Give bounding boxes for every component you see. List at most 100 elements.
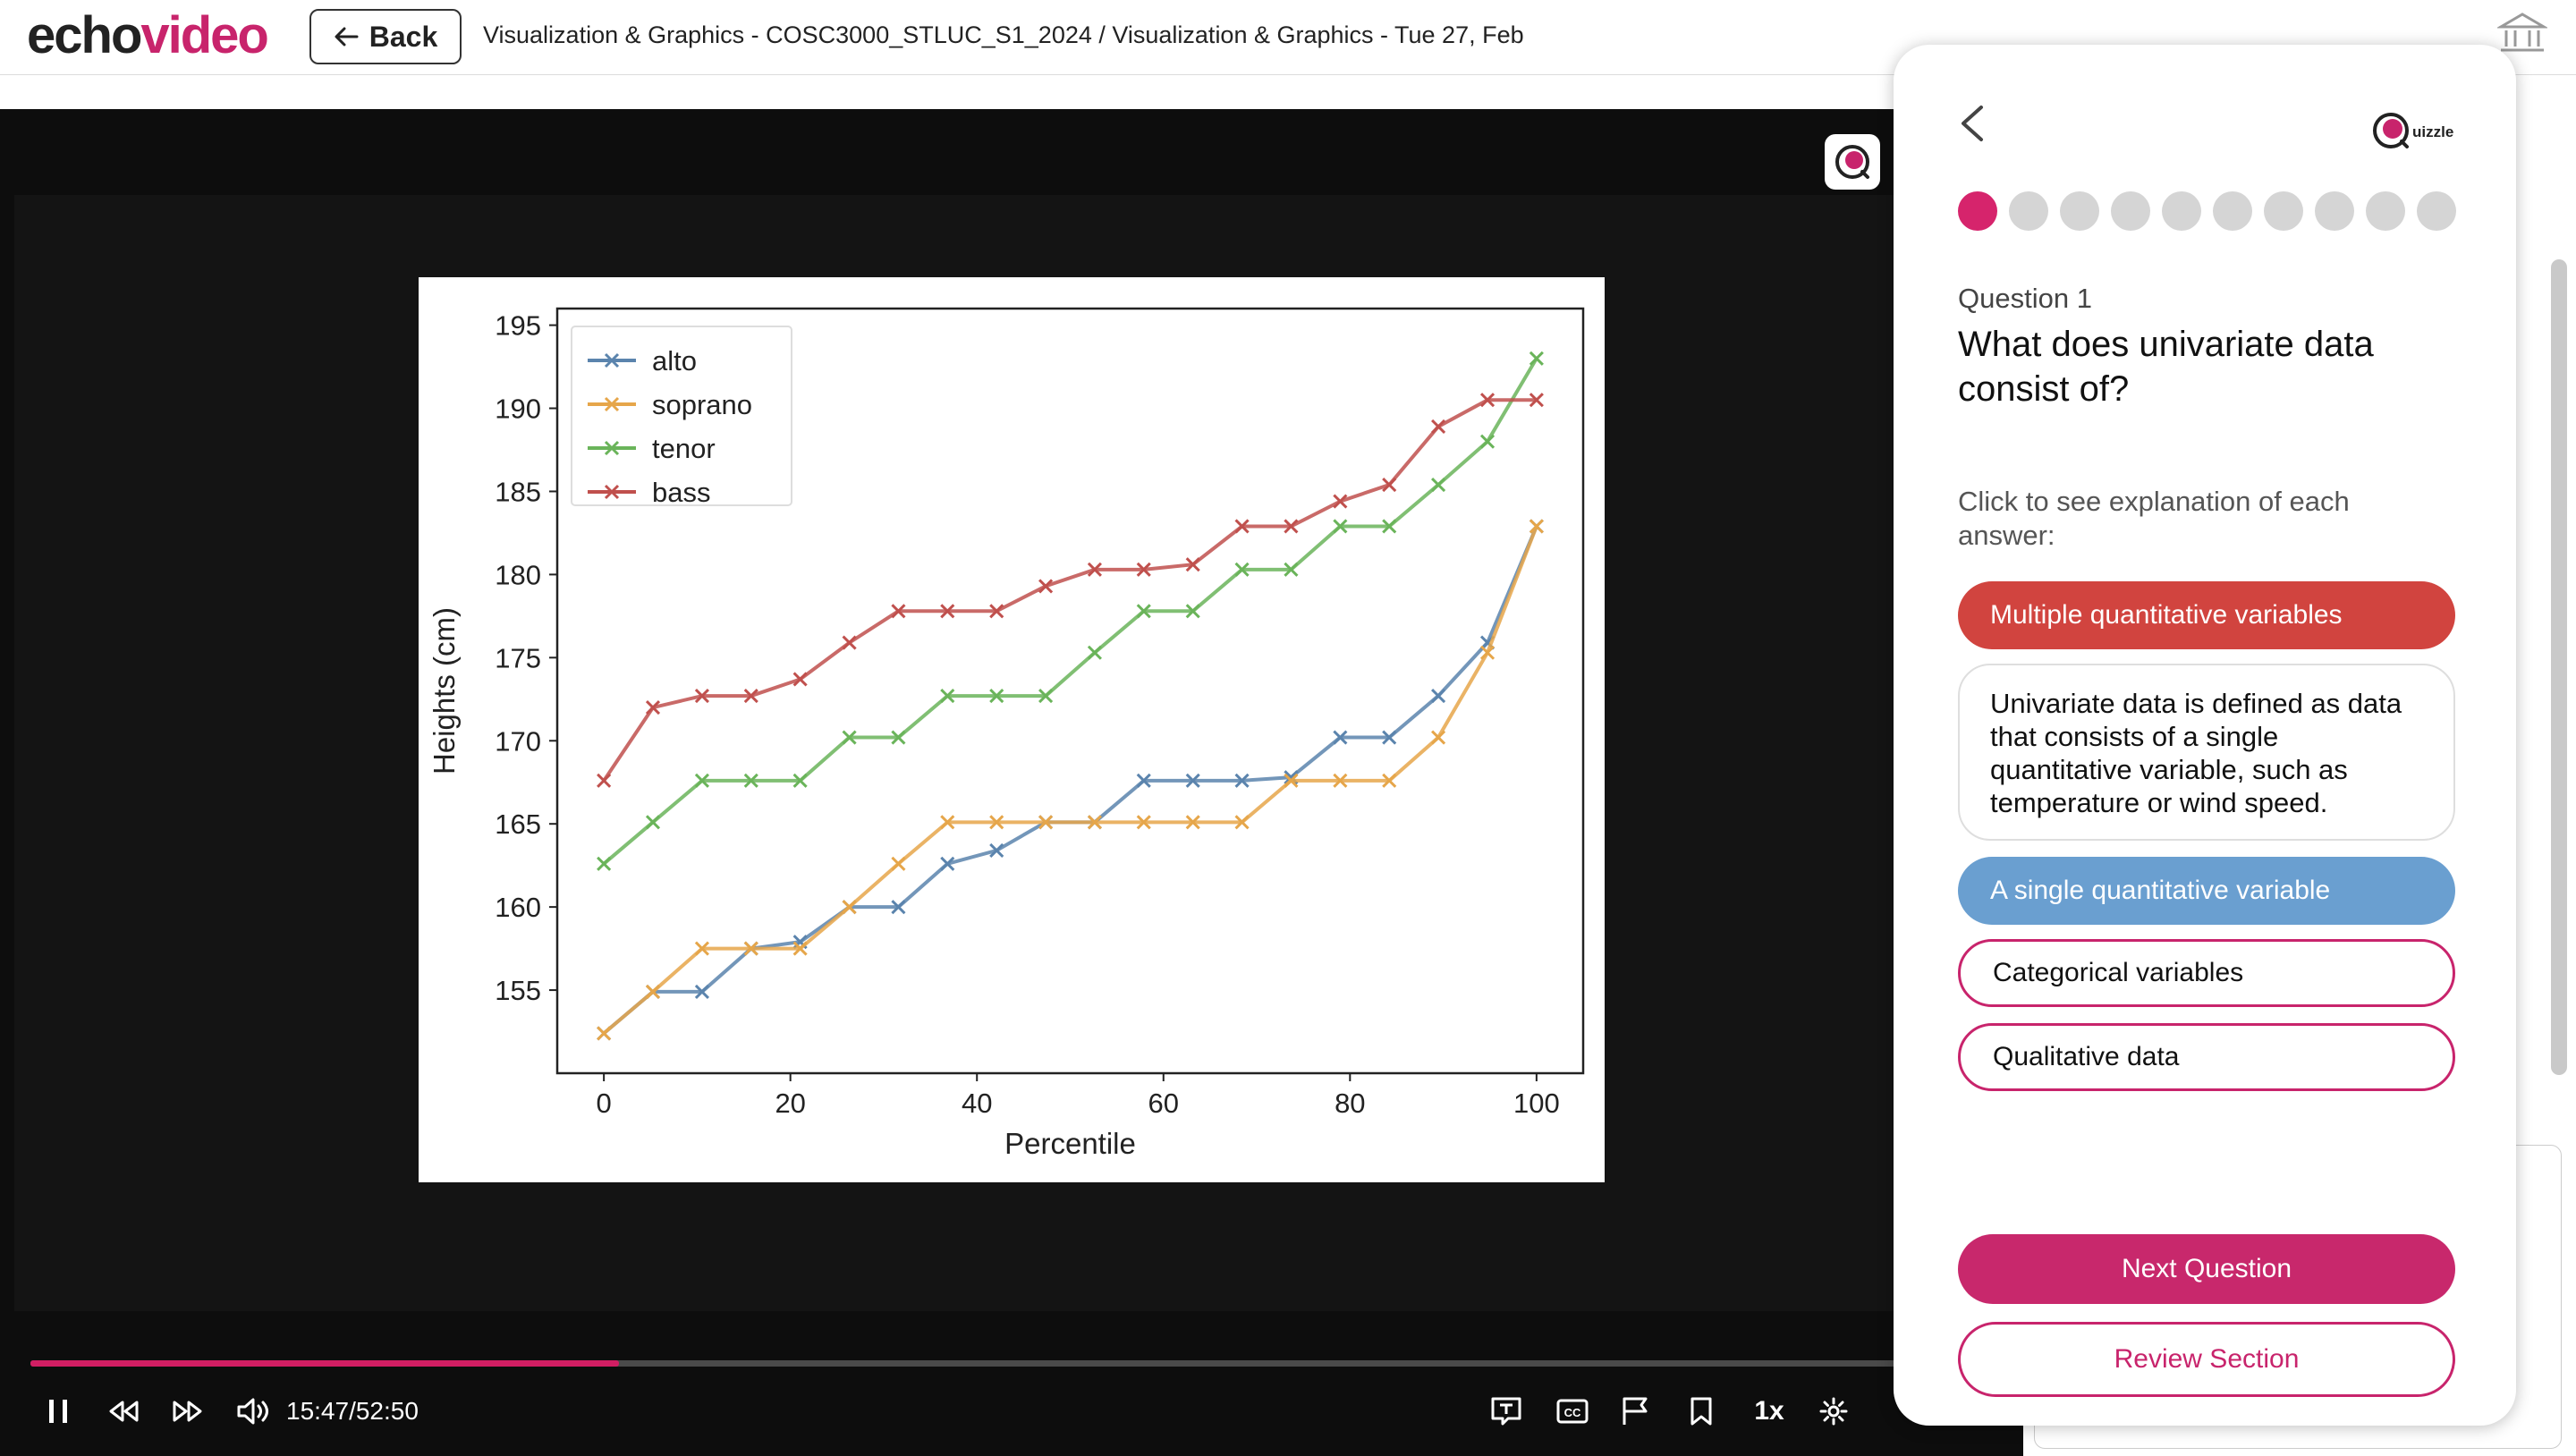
x-axis-label: Percentile bbox=[1004, 1127, 1136, 1160]
series-line-bass bbox=[602, 398, 1537, 782]
data-point-marker bbox=[1430, 730, 1446, 745]
back-button[interactable]: Back bbox=[309, 9, 462, 64]
data-point-marker bbox=[1479, 393, 1496, 408]
data-point-marker bbox=[1479, 434, 1496, 449]
data-point-marker bbox=[1333, 519, 1348, 534]
pause-icon[interactable] bbox=[43, 1393, 75, 1429]
playback-speed[interactable]: 1x bbox=[1746, 1393, 1792, 1429]
data-point-marker bbox=[694, 773, 709, 788]
data-point-marker bbox=[1333, 494, 1348, 509]
data-point-marker bbox=[694, 941, 709, 956]
data-point-marker bbox=[1284, 773, 1299, 788]
panel-back-chevron-icon[interactable] bbox=[1956, 104, 1987, 148]
y-tick-label: 185 bbox=[495, 476, 541, 507]
data-point-marker bbox=[604, 352, 620, 368]
echovideo-logo: echovideo bbox=[27, 6, 269, 64]
transcript-icon[interactable] bbox=[1488, 1393, 1524, 1429]
progress-dot[interactable] bbox=[2264, 191, 2303, 231]
data-point-marker bbox=[940, 604, 955, 619]
data-point-marker bbox=[940, 815, 955, 830]
progress-dot[interactable] bbox=[2111, 191, 2150, 231]
quizzle-logo-text: uizzle bbox=[2412, 123, 2454, 140]
answer-label: Qualitative data bbox=[1993, 1042, 2180, 1071]
progress-dot[interactable] bbox=[2009, 191, 2048, 231]
quizzle-logo-icon bbox=[2373, 113, 2409, 148]
video-progress-bar[interactable] bbox=[30, 1360, 1998, 1367]
progress-dot[interactable] bbox=[2315, 191, 2354, 231]
data-point-marker bbox=[645, 700, 661, 715]
settings-gear-icon[interactable] bbox=[1816, 1393, 1852, 1429]
review-section-button[interactable]: Review Section bbox=[1958, 1322, 2455, 1397]
data-point-marker bbox=[891, 730, 906, 745]
data-point-marker bbox=[1234, 815, 1250, 830]
answer-option-correct[interactable]: A single quantitative variable bbox=[1958, 857, 2455, 925]
answer-label: Categorical variables bbox=[1993, 958, 2244, 987]
data-point-marker bbox=[1185, 557, 1200, 572]
answer-option-incorrect[interactable]: Multiple quantitative variables bbox=[1958, 581, 2455, 649]
data-point-marker bbox=[989, 689, 1004, 704]
data-point-marker bbox=[940, 856, 955, 871]
progress-dot[interactable] bbox=[2213, 191, 2252, 231]
data-point-marker bbox=[1333, 730, 1348, 745]
question-progress-dots bbox=[1958, 191, 2468, 231]
breadcrumb: Visualization & Graphics - COSC3000_STLU… bbox=[483, 21, 1524, 48]
x-tick-label: 80 bbox=[1335, 1088, 1365, 1119]
progress-dot[interactable] bbox=[2417, 191, 2456, 231]
answer-instruction: Click to see explanation of each answer: bbox=[1958, 486, 2350, 551]
data-point-marker bbox=[1382, 477, 1397, 493]
next-question-button[interactable]: Next Question bbox=[1958, 1234, 2455, 1304]
arrow-left-icon bbox=[335, 27, 359, 47]
institution-icon[interactable] bbox=[2496, 11, 2549, 62]
height-percentile-chart: 0 20 40 60 80 100 155 160 165 170 175 180 185 190 195 P… bbox=[419, 277, 1605, 1182]
y-tick-label: 170 bbox=[495, 725, 541, 757]
data-point-marker bbox=[792, 773, 808, 788]
data-point-marker bbox=[1382, 773, 1397, 788]
progress-dot[interactable] bbox=[2060, 191, 2099, 231]
x-tick-label: 20 bbox=[775, 1088, 805, 1119]
answer-option[interactable]: Qualitative data bbox=[1958, 1023, 2455, 1091]
data-point-marker bbox=[694, 689, 709, 704]
data-point-marker bbox=[1284, 562, 1299, 577]
series-line-soprano bbox=[602, 525, 1538, 1035]
data-point-marker bbox=[1479, 645, 1496, 660]
data-point-marker bbox=[1038, 815, 1054, 830]
video-progress-fill bbox=[30, 1360, 619, 1367]
answer-label: Multiple quantitative variables bbox=[1990, 600, 2343, 630]
bookmark-icon[interactable] bbox=[1683, 1393, 1719, 1429]
data-point-marker bbox=[842, 730, 857, 745]
y-tick-label: 190 bbox=[495, 394, 541, 425]
x-tick-label: 100 bbox=[1513, 1088, 1560, 1119]
legend-box bbox=[571, 326, 792, 506]
y-tick-label: 160 bbox=[495, 892, 541, 923]
answer-label: A single quantitative variable bbox=[1990, 876, 2331, 905]
data-point-marker bbox=[1136, 604, 1151, 619]
closed-captions-icon[interactable]: CC bbox=[1555, 1393, 1590, 1429]
data-point-marker bbox=[1185, 604, 1200, 619]
data-point-marker bbox=[1529, 351, 1544, 366]
data-point-marker bbox=[1430, 477, 1446, 493]
volume-icon[interactable] bbox=[234, 1393, 272, 1429]
progress-dot[interactable] bbox=[2366, 191, 2405, 231]
page-scrollbar[interactable] bbox=[2551, 259, 2567, 1075]
data-point-marker bbox=[842, 635, 857, 650]
legend-label-soprano: soprano bbox=[652, 389, 752, 420]
data-point-marker bbox=[1430, 419, 1446, 435]
question-number: Question 1 bbox=[1958, 283, 2092, 314]
quiz-panel: uizzle Question 1 What does univariate d… bbox=[1894, 45, 2516, 1426]
flag-icon[interactable] bbox=[1617, 1393, 1653, 1429]
series-line-tenor bbox=[602, 357, 1538, 866]
data-point-marker bbox=[1430, 689, 1446, 704]
data-point-marker bbox=[604, 396, 620, 412]
data-point-marker bbox=[743, 941, 758, 956]
answer-option[interactable]: Categorical variables bbox=[1958, 939, 2455, 1007]
data-point-marker bbox=[604, 440, 620, 456]
data-point-marker bbox=[1185, 773, 1200, 788]
data-point-marker bbox=[597, 1026, 612, 1041]
data-point-marker bbox=[1529, 519, 1544, 534]
fast-forward-icon[interactable] bbox=[170, 1395, 206, 1427]
data-point-marker bbox=[1185, 815, 1200, 830]
quizzle-badge[interactable] bbox=[1825, 134, 1880, 190]
progress-dot-current[interactable] bbox=[1958, 191, 1997, 231]
progress-dot[interactable] bbox=[2162, 191, 2201, 231]
rewind-icon[interactable] bbox=[106, 1395, 141, 1427]
